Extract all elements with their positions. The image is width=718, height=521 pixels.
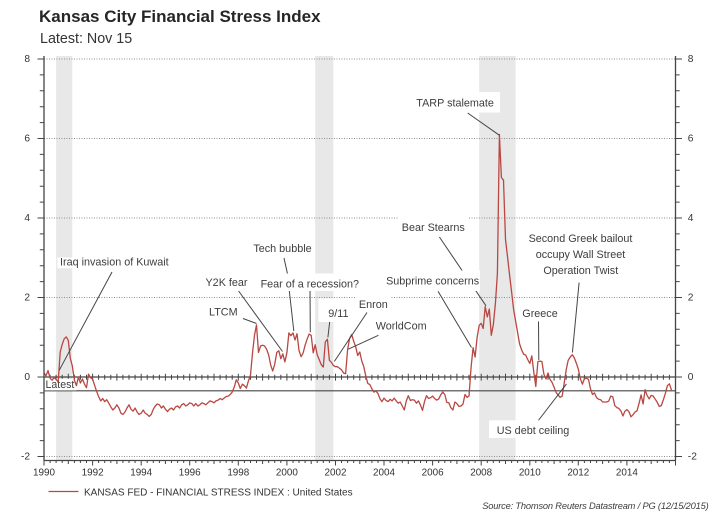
svg-text:occupy Wall Street: occupy Wall Street bbox=[536, 249, 626, 261]
svg-text:-2: -2 bbox=[688, 452, 697, 463]
svg-text:4: 4 bbox=[688, 213, 694, 224]
svg-text:2010: 2010 bbox=[519, 468, 541, 479]
svg-text:1998: 1998 bbox=[227, 468, 249, 479]
svg-text:KANSAS FED - FINANCIAL STRESS: KANSAS FED - FINANCIAL STRESS INDEX : Un… bbox=[84, 488, 353, 499]
svg-text:2006: 2006 bbox=[422, 468, 444, 479]
svg-text:Greece: Greece bbox=[522, 308, 557, 320]
svg-text:Enron: Enron bbox=[359, 299, 388, 311]
svg-text:Y2K fear: Y2K fear bbox=[205, 277, 247, 289]
svg-text:6: 6 bbox=[24, 134, 30, 145]
svg-text:8: 8 bbox=[24, 54, 30, 65]
svg-text:2002: 2002 bbox=[325, 468, 347, 479]
svg-text:8: 8 bbox=[688, 54, 694, 65]
svg-text:Second Greek bailout: Second Greek bailout bbox=[529, 233, 633, 245]
svg-text:Operation Twist: Operation Twist bbox=[543, 265, 618, 277]
svg-text:1992: 1992 bbox=[82, 468, 104, 479]
svg-text:Iraq invasion of Kuwait: Iraq invasion of Kuwait bbox=[60, 257, 169, 269]
svg-text:4: 4 bbox=[24, 213, 30, 224]
svg-text:Latest: Nov 15: Latest: Nov 15 bbox=[40, 31, 132, 47]
svg-text:2014: 2014 bbox=[616, 468, 638, 479]
svg-text:Fear of a recession?: Fear of a recession? bbox=[261, 279, 359, 291]
svg-text:WorldCom: WorldCom bbox=[376, 321, 427, 333]
svg-text:1990: 1990 bbox=[33, 468, 55, 479]
svg-text:2: 2 bbox=[688, 293, 694, 304]
svg-text:Subprime concerns: Subprime concerns bbox=[386, 276, 480, 288]
svg-text:1996: 1996 bbox=[179, 468, 201, 479]
svg-text:Latest: Latest bbox=[46, 379, 75, 391]
svg-text:2012: 2012 bbox=[567, 468, 589, 479]
svg-text:0: 0 bbox=[24, 372, 30, 383]
svg-text:2: 2 bbox=[24, 293, 30, 304]
svg-text:Tech bubble: Tech bubble bbox=[253, 243, 311, 255]
svg-text:-2: -2 bbox=[21, 452, 30, 463]
svg-text:6: 6 bbox=[688, 134, 694, 145]
svg-text:US debt ceiling: US debt ceiling bbox=[497, 425, 570, 437]
svg-text:Kansas City Financial Stress I: Kansas City Financial Stress Index bbox=[39, 7, 321, 26]
svg-text:Source: Thomson Reuters Datast: Source: Thomson Reuters Datastream / PG … bbox=[482, 501, 708, 511]
svg-text:1994: 1994 bbox=[130, 468, 152, 479]
svg-text:LTCM: LTCM bbox=[209, 306, 238, 318]
svg-text:9/11: 9/11 bbox=[328, 308, 348, 320]
svg-text:TARP stalemate: TARP stalemate bbox=[416, 97, 494, 109]
svg-text:Bear Stearns: Bear Stearns bbox=[402, 222, 466, 234]
svg-text:2004: 2004 bbox=[373, 468, 395, 479]
svg-text:2000: 2000 bbox=[276, 468, 298, 479]
svg-text:0: 0 bbox=[688, 372, 694, 383]
svg-text:2008: 2008 bbox=[470, 468, 492, 479]
